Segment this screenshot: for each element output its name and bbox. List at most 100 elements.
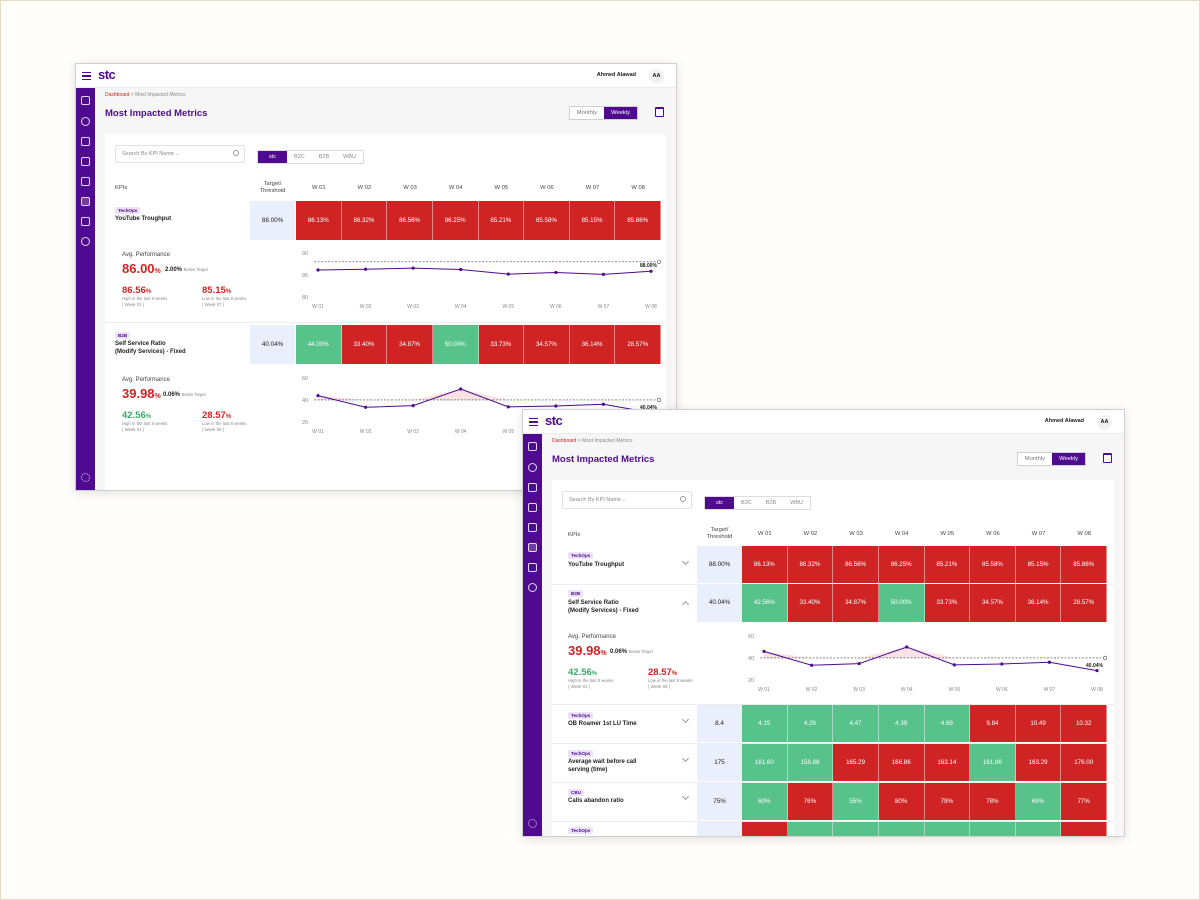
calendar-icon[interactable] <box>1103 453 1112 463</box>
search-icon[interactable] <box>233 150 239 156</box>
kpi-week-cell[interactable]: 79% <box>924 783 971 820</box>
avatar[interactable]: AA <box>649 69 664 84</box>
stc-logo[interactable]: stc <box>545 413 563 428</box>
analytics-icon[interactable] <box>528 483 537 492</box>
kpi-week-cell[interactable]: 60% <box>742 783 788 820</box>
chevron-down-icon[interactable] <box>681 792 690 801</box>
kpi-week-cell[interactable]: 36.14% <box>569 325 616 364</box>
kpi-week-cell[interactable]: 34.57% <box>524 325 570 364</box>
kpi-week-cell[interactable]: 10.49 <box>1015 705 1062 742</box>
kpi-week-cell[interactable]: 78% <box>970 783 1016 820</box>
kpi-week-cell[interactable]: 86.56% <box>833 546 879 583</box>
kpi-week-cell[interactable]: 33.73% <box>478 325 525 364</box>
chevron-up-icon[interactable] <box>681 600 690 609</box>
kpi-week-cell[interactable] <box>970 822 1016 836</box>
kpi-week-cell[interactable]: 28.57% <box>615 325 661 364</box>
menu-icon[interactable] <box>529 418 538 426</box>
monthly-button[interactable]: Monthly <box>1024 456 1046 462</box>
stc-logo[interactable]: stc <box>98 67 116 82</box>
monthly-button[interactable]: Monthly <box>576 110 598 116</box>
kpi-week-cell[interactable]: 86.13% <box>296 201 342 240</box>
chevron-down-icon[interactable] <box>681 557 690 566</box>
kpi-week-cell[interactable]: 86.13% <box>742 546 788 583</box>
kpi-week-cell[interactable] <box>878 822 925 836</box>
segment-b2b[interactable]: B2B <box>765 500 777 506</box>
kpi-week-cell[interactable]: 55% <box>833 783 879 820</box>
kpi-week-cell[interactable]: 34.57% <box>970 584 1016 622</box>
home-icon[interactable] <box>81 96 90 105</box>
weekly-button[interactable]: Weekly <box>604 107 637 119</box>
kpi-week-cell[interactable]: 85.58% <box>524 201 570 240</box>
segment-stc[interactable]: stc <box>258 151 288 163</box>
breadcrumb-root[interactable]: Dashboard <box>105 92 130 98</box>
kpi-name[interactable]: Self Service Ratio (Modify Services) - Fi… <box>115 341 186 355</box>
kpi-week-cell[interactable] <box>1015 822 1062 836</box>
kpi-week-cell[interactable]: 85.58% <box>970 546 1016 583</box>
kpi-week-cell[interactable]: 85.86% <box>615 201 661 240</box>
kpi-week-cell[interactable]: 10.32 <box>1061 705 1107 742</box>
analytics-icon[interactable] <box>81 137 90 146</box>
kpi-week-cell[interactable]: 86.25% <box>432 201 479 240</box>
metrics-grid-icon[interactable] <box>528 543 537 552</box>
kpi-week-cell[interactable]: 85.15% <box>569 201 616 240</box>
target-icon[interactable] <box>81 117 90 126</box>
kpi-week-cell[interactable] <box>924 822 971 836</box>
kpi-week-cell[interactable]: 165.29 <box>833 744 879 781</box>
home-icon[interactable] <box>528 442 537 451</box>
kpi-name[interactable]: Average wait before call serving (time) <box>568 759 637 773</box>
kpi-week-cell[interactable]: 44.00% <box>296 325 342 364</box>
kpi-name[interactable]: Calls abandon ratio <box>568 798 624 804</box>
weekly-button[interactable]: Weekly <box>1052 453 1085 465</box>
kpi-week-cell[interactable] <box>833 822 879 836</box>
kpi-week-cell[interactable]: 85.15% <box>1015 546 1062 583</box>
gear-icon[interactable] <box>528 819 537 828</box>
segment-wbu[interactable]: WBU <box>343 154 356 160</box>
kpi-week-cell[interactable]: 69% <box>1015 783 1062 820</box>
search-icon[interactable] <box>680 496 686 502</box>
kpi-week-cell[interactable]: 166.86 <box>878 744 925 781</box>
kpi-week-cell[interactable]: 76% <box>787 783 834 820</box>
avatar[interactable]: AA <box>1097 415 1112 430</box>
kpi-week-cell[interactable]: 34.87% <box>387 325 433 364</box>
kpi-week-cell[interactable]: 4.15 <box>742 705 788 742</box>
search-input[interactable]: Search By KPI Name .. <box>562 491 692 509</box>
kpi-week-cell[interactable]: 163.29 <box>1015 744 1062 781</box>
flow-icon[interactable] <box>528 503 537 512</box>
kpi-week-cell[interactable]: 36.14% <box>1015 584 1062 622</box>
kpi-week-cell[interactable]: 85.86% <box>1061 546 1107 583</box>
kpi-week-cell[interactable]: 33.40% <box>341 325 388 364</box>
kpi-week-cell[interactable]: 34.87% <box>833 584 879 622</box>
kpi-week-cell[interactable]: 80% <box>878 783 925 820</box>
kpi-week-cell[interactable]: 42.56% <box>742 584 788 622</box>
kpi-week-cell[interactable] <box>742 822 788 836</box>
chevron-down-icon[interactable] <box>681 754 690 763</box>
kpi-week-cell[interactable] <box>1061 822 1107 836</box>
kpi-week-cell[interactable]: 176.00 <box>1061 744 1107 781</box>
gear-icon[interactable] <box>81 473 90 482</box>
kpi-week-cell[interactable]: 4.69 <box>924 705 971 742</box>
idea-icon[interactable] <box>81 237 90 246</box>
kpi-week-cell[interactable]: 163.14 <box>924 744 971 781</box>
kpi-week-cell[interactable] <box>787 822 834 836</box>
kpi-week-cell[interactable]: 28.57% <box>1061 584 1107 622</box>
kpi-week-cell[interactable]: 85.21% <box>924 546 971 583</box>
kpi-week-cell[interactable]: 86.32% <box>787 546 834 583</box>
idea-icon[interactable] <box>528 583 537 592</box>
kpi-week-cell[interactable]: 9.84 <box>970 705 1016 742</box>
link-icon[interactable] <box>528 523 537 532</box>
kpi-name[interactable]: Self Service Ratio (Modify Services) - Fi… <box>568 600 639 614</box>
settings-cluster-icon[interactable] <box>528 563 537 572</box>
kpi-week-cell[interactable]: 33.73% <box>924 584 971 622</box>
segment-b2c[interactable]: B2C <box>294 154 305 160</box>
kpi-week-cell[interactable]: 85.21% <box>478 201 525 240</box>
kpi-week-cell[interactable]: 86.32% <box>341 201 388 240</box>
segment-wbu[interactable]: WBU <box>790 500 803 506</box>
flow-icon[interactable] <box>81 157 90 166</box>
kpi-week-cell[interactable]: 33.40% <box>787 584 834 622</box>
kpi-week-cell[interactable]: 86.25% <box>878 546 925 583</box>
kpi-week-cell[interactable]: 158.88 <box>787 744 834 781</box>
segment-b2c[interactable]: B2C <box>741 500 752 506</box>
kpi-week-cell[interactable]: 50.00% <box>432 325 479 364</box>
segment-stc[interactable]: stc <box>705 497 735 509</box>
menu-icon[interactable] <box>82 72 91 80</box>
